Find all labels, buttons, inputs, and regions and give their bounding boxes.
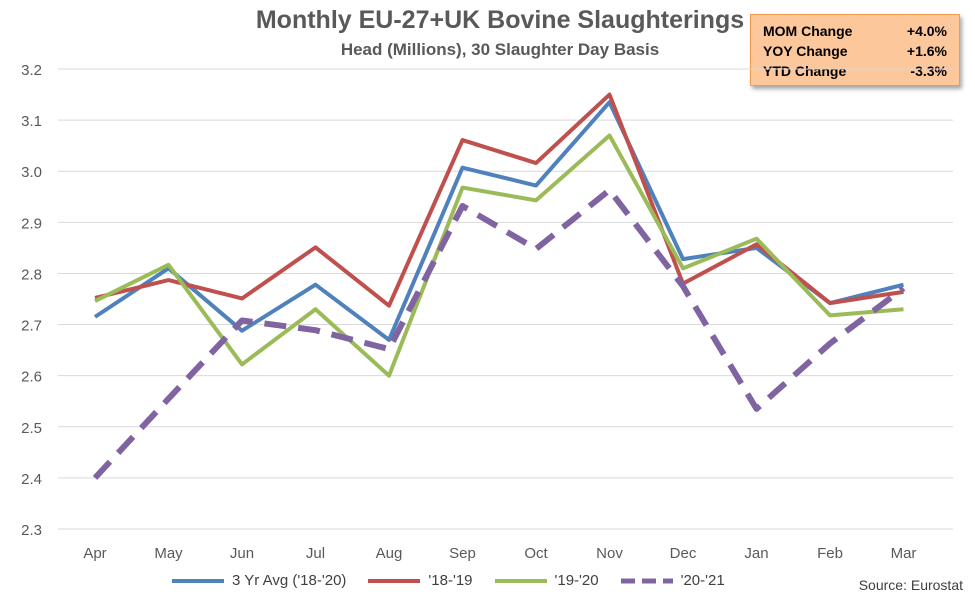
series-line-0	[93, 100, 904, 342]
x-tick-label: May	[154, 545, 183, 562]
legend-swatch-18-19	[368, 578, 421, 583]
x-tick-label: Dec	[670, 545, 697, 562]
mom-change-label: MOM Change	[763, 23, 853, 39]
y-tick-label: 2.3	[21, 522, 42, 539]
x-tick-label: Jul	[306, 545, 325, 562]
y-tick-label: 2.6	[21, 369, 42, 386]
x-tick-label: Apr	[83, 545, 106, 562]
y-tick-label: 3.0	[21, 164, 42, 181]
legend: 3 Yr Avg ('18-'20) '18-'19 '19-'20 '20-'…	[170, 572, 745, 589]
y-tick-label: 2.9	[21, 215, 42, 232]
y-tick-label: 2.4	[21, 471, 42, 488]
legend-swatch-3yr-avg	[172, 578, 224, 583]
ytd-change-row: YTD Change -3.3%	[763, 61, 947, 81]
y-tick-label: 2.8	[21, 266, 42, 283]
legend-label-3yr-avg: 3 Yr Avg ('18-'20)	[232, 572, 347, 589]
y-tick-label: 3.1	[21, 113, 42, 130]
series-line-2	[94, 133, 904, 378]
y-tick-label: 3.2	[21, 62, 42, 79]
x-tick-label: Jun	[230, 545, 254, 562]
x-tick-label: Jan	[744, 545, 768, 562]
axis-ticks: 2.3 2.4 2.5 2.6 2.7 2.8 2.9 3.0 3.1 3.2 Apr May Jun J…	[21, 62, 916, 562]
y-tick-label: 2.7	[21, 318, 42, 335]
chart-title: Monthly EU-27+UK Bovine Slaughterings	[255, 6, 745, 34]
mom-change-row: MOM Change +4.0%	[763, 21, 947, 41]
yoy-change-label: YOY Change	[763, 43, 848, 59]
legend-swatch-19-20	[494, 578, 547, 583]
series-lines	[92, 92, 906, 480]
legend-item-18-19: '18-'19	[366, 572, 473, 589]
x-tick-label: Aug	[376, 545, 403, 562]
legend-label-18-19: '18-'19	[428, 572, 473, 589]
yoy-change-row: YOY Change +1.6%	[763, 41, 947, 61]
yoy-change-value: +1.6%	[906, 43, 947, 59]
x-tick-label: Nov	[596, 545, 623, 562]
x-tick-label: Sep	[449, 545, 476, 562]
x-tick-label: Feb	[817, 545, 843, 562]
change-summary-box: MOM Change +4.0% YOY Change +1.6% YTD Ch…	[750, 14, 960, 86]
legend-item-19-20: '19-'20	[493, 572, 599, 589]
series-line-1	[94, 92, 904, 308]
legend-swatch-20-21	[620, 578, 673, 583]
legend-label-19-20: '19-'20	[554, 572, 599, 589]
chart-subtitle: Head (Millions), 30 Slaughter Day Basis	[340, 40, 660, 59]
source-note: Source: Eurostat	[858, 577, 963, 593]
series-line-3	[92, 187, 906, 480]
ytd-change-value: -3.3%	[910, 63, 947, 79]
legend-label-20-21: '20-'21	[680, 572, 725, 589]
x-tick-label: Oct	[524, 545, 548, 562]
ytd-change-label: YTD Change	[763, 63, 847, 79]
legend-item-20-21: '20-'21	[619, 572, 725, 589]
gridlines	[58, 68, 953, 530]
y-tick-label: 2.5	[21, 420, 42, 437]
x-tick-label: Mar	[891, 545, 917, 562]
legend-item-3yr-avg: 3 Yr Avg ('18-'20)	[170, 572, 346, 589]
mom-change-value: +4.0%	[906, 23, 947, 39]
